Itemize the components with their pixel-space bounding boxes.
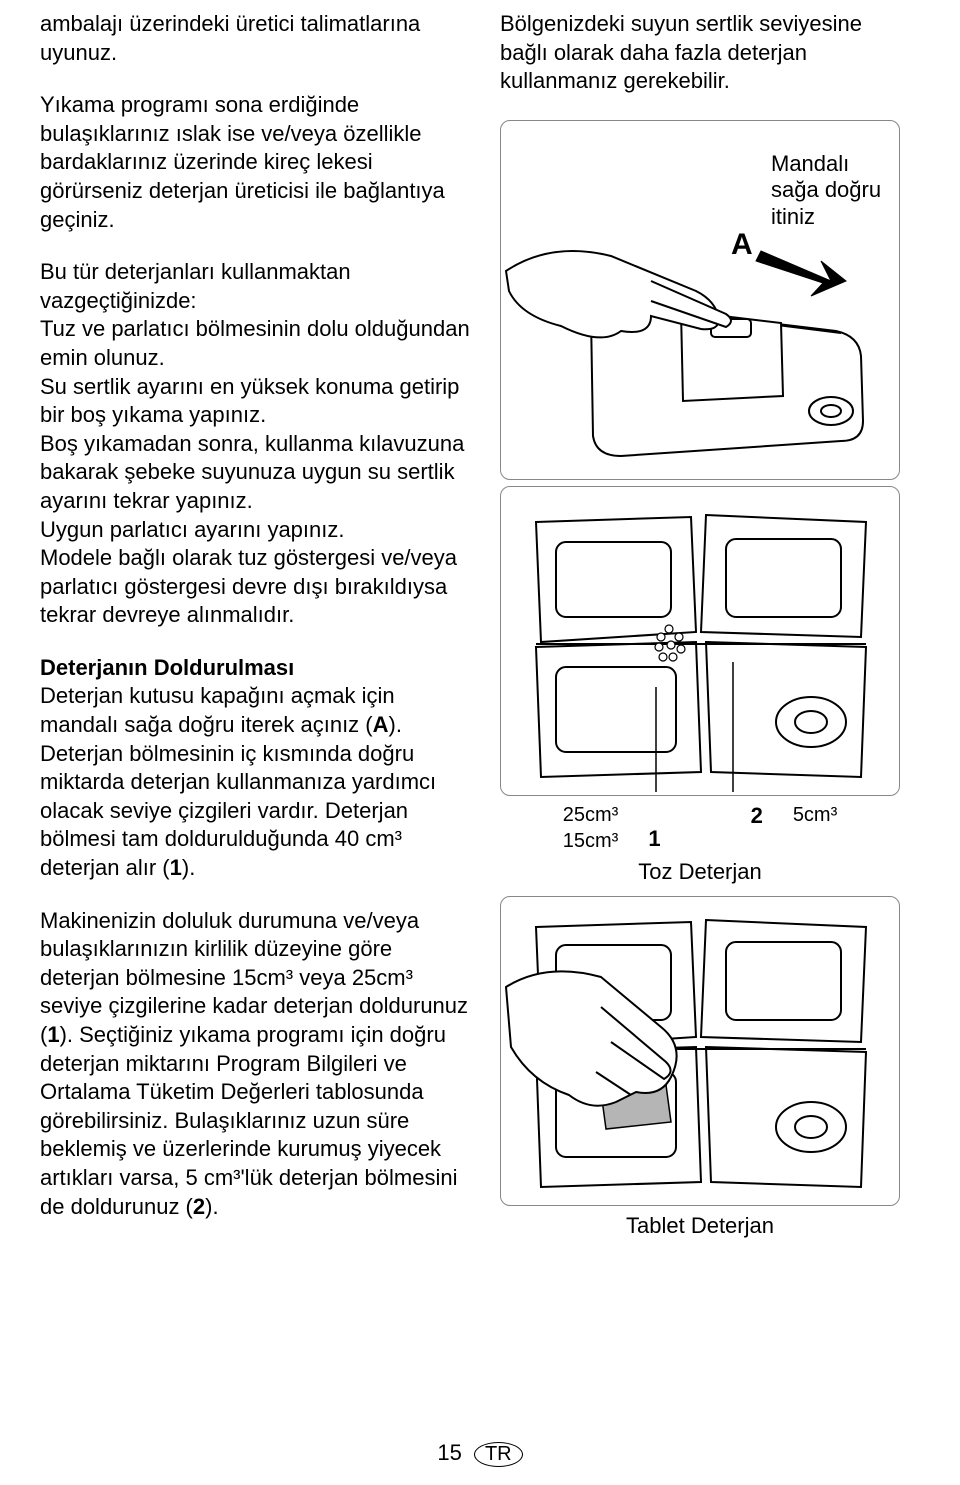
powder-caption-row: 25cm³ 15cm³ 1 2 5cm³ xyxy=(500,802,900,854)
para-fill-amount: Makinenizin doluluk durumuna ve/veya bul… xyxy=(40,907,470,1222)
para-intro1: ambalajı üzerindeki üretici talimatların… xyxy=(40,10,470,67)
country-code: TR xyxy=(474,1442,523,1467)
right-column: Bölgenizdeki suyun sertlik seviyesine ba… xyxy=(500,10,900,1251)
label-a: A xyxy=(731,225,753,264)
figure-tablet-detergent xyxy=(500,896,900,1206)
figure-powder-detergent xyxy=(500,486,900,796)
para-intro2: Yıkama programı sona erdiğinde bulaşıkla… xyxy=(40,91,470,234)
para-water-hardness: Bölgenizdeki suyun sertlik seviyesine ba… xyxy=(500,10,900,96)
figure-dispenser-latch: Mandalı sağa doğru itiniz A xyxy=(500,120,900,480)
label-1: 1 xyxy=(648,825,660,854)
page-number: 15 xyxy=(437,1440,461,1466)
left-column: ambalajı üzerindeki üretici talimatların… xyxy=(40,10,470,1251)
tablet-detergent-illustration xyxy=(501,897,899,1205)
powder-detergent-illustration xyxy=(501,487,899,795)
caption-tablet: Tablet Deterjan xyxy=(500,1212,900,1241)
page-footer: 15 TR xyxy=(0,1440,960,1467)
label-2: 2 xyxy=(751,802,763,831)
label-5cm3: 5cm³ xyxy=(793,802,837,828)
para-detergent-fill: Deterjanın Doldurulması Deterjan kutusu … xyxy=(40,654,470,883)
heading-detergent-fill: Deterjanın Doldurulması xyxy=(40,655,294,680)
caption-powder: Toz Deterjan xyxy=(500,858,900,887)
label-push-right: Mandalı sağa doğru itiniz xyxy=(771,151,901,230)
para-list: Bu tür deterjanları kullanmaktan vazgeçt… xyxy=(40,258,470,630)
label-15cm3: 15cm³ xyxy=(563,830,619,852)
label-25cm3: 25cm³ xyxy=(563,804,619,826)
